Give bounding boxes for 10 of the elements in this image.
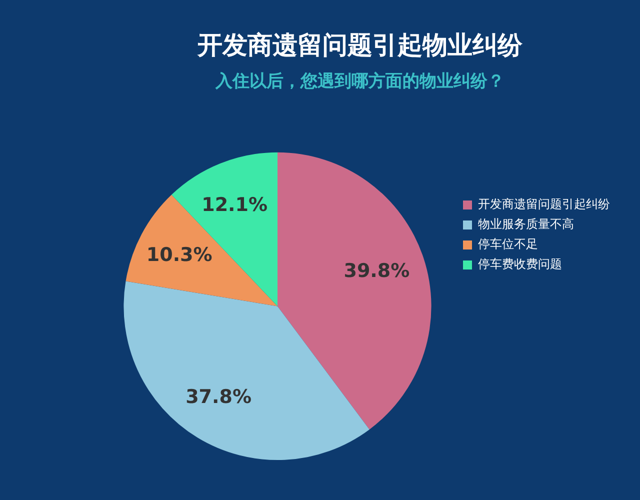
data-label: 10.3% — [146, 244, 212, 266]
chart-title: 开发商遗留问题引起物业纠纷 — [196, 30, 524, 60]
data-label: 12.1% — [202, 194, 268, 216]
data-label: 37.8% — [186, 386, 252, 408]
legend-label: 开发商遗留问题引起纠纷 — [478, 197, 610, 212]
chart-subtitle: 入住以后，您遇到哪方面的物业纠纷？ — [214, 72, 504, 92]
data-label: 39.8% — [344, 260, 410, 282]
legend-label: 停车费收费问题 — [478, 257, 562, 272]
legend-label: 停车位不足 — [478, 237, 538, 252]
legend-label: 物业服务质量不高 — [478, 217, 574, 232]
